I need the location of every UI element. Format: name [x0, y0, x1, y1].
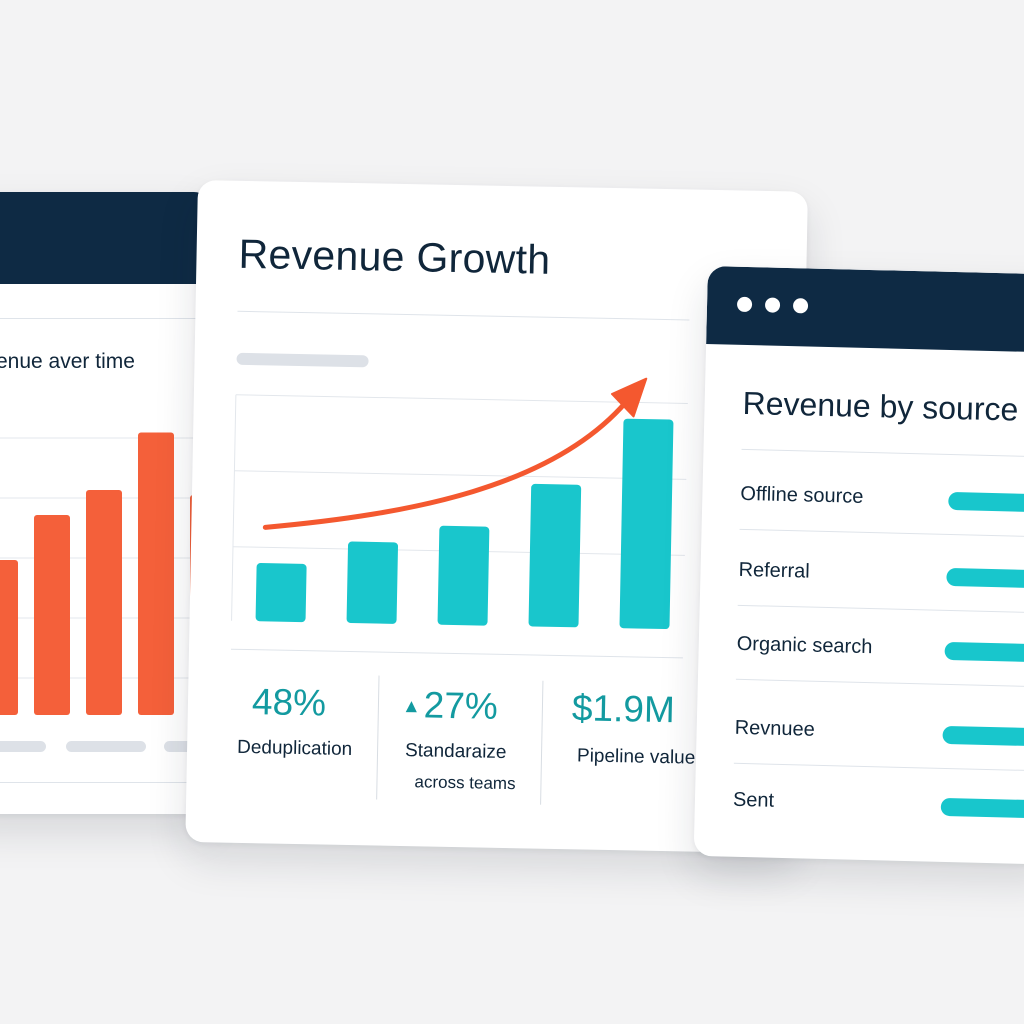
grid-line [235, 394, 688, 404]
source-row-label: Offline source [740, 482, 864, 508]
window-control-dot[interactable] [736, 296, 753, 313]
trend-arrow-head [610, 377, 648, 418]
bar [437, 525, 490, 626]
source-row-label: Organic search [736, 632, 873, 659]
divider [741, 448, 1024, 458]
revenue-growth-card: Revenue Growth 48% Deduplication ▲27% St… [185, 180, 808, 854]
source-row-bar [948, 491, 1024, 514]
revenue-by-source-window: Revenue by source Offline source Referra… [693, 266, 1024, 865]
kpi-label-deduplication: Deduplication [236, 736, 353, 761]
bar [255, 563, 307, 623]
window-control-dot[interactable] [792, 298, 809, 314]
divider [733, 762, 1024, 772]
trend-arrow-line [262, 399, 629, 530]
window-control-dot[interactable] [764, 297, 781, 313]
divider [739, 528, 1024, 538]
source-row-label: Revnuee [734, 716, 816, 741]
axis-placeholder [66, 741, 146, 752]
kpi-label-standardize: Standaraize [404, 740, 507, 764]
source-row-label: Referral [738, 558, 810, 583]
kpi-value-deduplication: 48% [251, 681, 327, 724]
axis-placeholder [0, 741, 46, 752]
card-title: enue aver time [0, 350, 135, 373]
bar [86, 490, 122, 715]
source-row-bar [944, 641, 1024, 664]
revenue-over-time-card: enue aver time [0, 192, 210, 814]
bar [138, 432, 174, 715]
source-row-label: Sent [732, 788, 775, 812]
bar [528, 483, 582, 628]
window-header-bar [0, 192, 210, 284]
kpi-value-pipeline: $1.9M [571, 687, 676, 731]
kpi-value-standardize: ▲27% [401, 684, 499, 728]
triangle-up-icon: ▲ [401, 696, 421, 718]
bar [0, 560, 18, 715]
bar [346, 541, 399, 624]
divider [0, 782, 210, 783]
source-row-bar [946, 567, 1024, 590]
kpi-value-text: 27% [423, 684, 499, 727]
revenue-growth-chart [231, 377, 688, 630]
divider [735, 678, 1024, 688]
grid-line [234, 470, 687, 480]
card-title: Revenue by source [742, 384, 1019, 428]
kpi-sublabel-standardize: across teams [414, 772, 516, 794]
divider [737, 604, 1024, 614]
revenue-over-time-chart [0, 432, 210, 715]
bar [34, 515, 70, 715]
kpi-label-pipeline: Pipeline value [576, 745, 696, 769]
axis-line [231, 394, 237, 621]
divider [0, 318, 210, 319]
source-row-bar [940, 797, 1024, 820]
window-title-bar [706, 266, 1024, 353]
source-row-bar [942, 725, 1024, 748]
bar [619, 418, 674, 630]
